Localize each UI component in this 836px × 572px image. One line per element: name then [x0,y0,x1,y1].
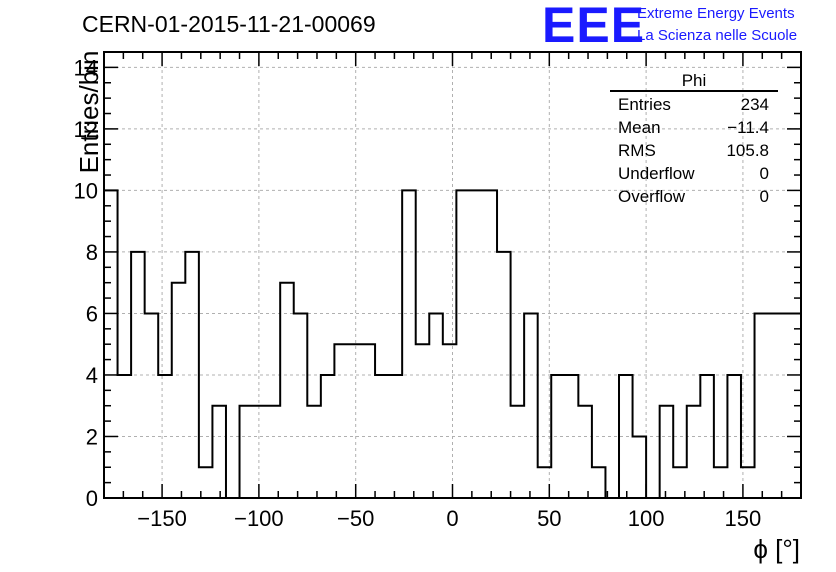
x-tick-label: −150 [137,506,187,531]
y-tick-label: 14 [74,55,98,80]
y-tick-label: 10 [74,178,98,203]
chart-title: CERN-01-2015-11-21-00069 [82,11,376,37]
stats-label: Mean [618,118,661,137]
x-tick-label: 150 [725,506,762,531]
stats-label: Underflow [618,164,695,183]
x-tick-label: −100 [234,506,284,531]
stats-title: Phi [682,71,707,90]
stats-value: 234 [741,95,769,114]
stats-value: 0 [760,164,769,183]
stats-rows: Entries 234 Mean −11.4 RMS 105.8 Underflow 0 Ove… [618,95,769,206]
stats-label: RMS [618,141,656,160]
y-tick-label: 4 [86,363,98,388]
histogram-line [103,189,802,499]
y-tick-label: 8 [86,240,98,265]
logo-line-2: La Scienza nelle Scuole [637,27,797,44]
eee-logo: EEE Extreme Energy Events La Scienza nel… [542,0,797,53]
y-tick-label: 6 [86,301,98,326]
y-tick-label: 0 [86,486,98,511]
x-axis-ticks: −150 −100 −50 0 50 100 150 [122,52,802,531]
logo-mark: EEE [542,0,645,53]
stats-value: −11.4 [727,118,769,137]
stats-value: 0 [760,187,769,206]
x-axis-title: ϕ [°] [753,534,800,564]
stats-label: Overflow [618,187,686,206]
y-axis-ticks: 0 2 4 6 8 10 12 14 [74,55,801,511]
stats-label: Entries [618,95,671,114]
y-tick-label: 2 [86,424,98,449]
x-tick-label: 100 [628,506,665,531]
x-tick-label: 0 [446,506,458,531]
stats-value: 105.8 [726,141,769,160]
x-tick-label: 50 [537,506,561,531]
x-tick-label: −50 [337,506,374,531]
grid-lines [104,52,801,499]
y-tick-label: 12 [74,117,98,142]
logo-line-1: Extreme Energy Events [637,5,795,22]
y-axis-title: Entries/bin [74,51,104,174]
stats-box: Phi Entries 234 Mean −11.4 RMS 105.8 Underflow… [610,71,778,206]
